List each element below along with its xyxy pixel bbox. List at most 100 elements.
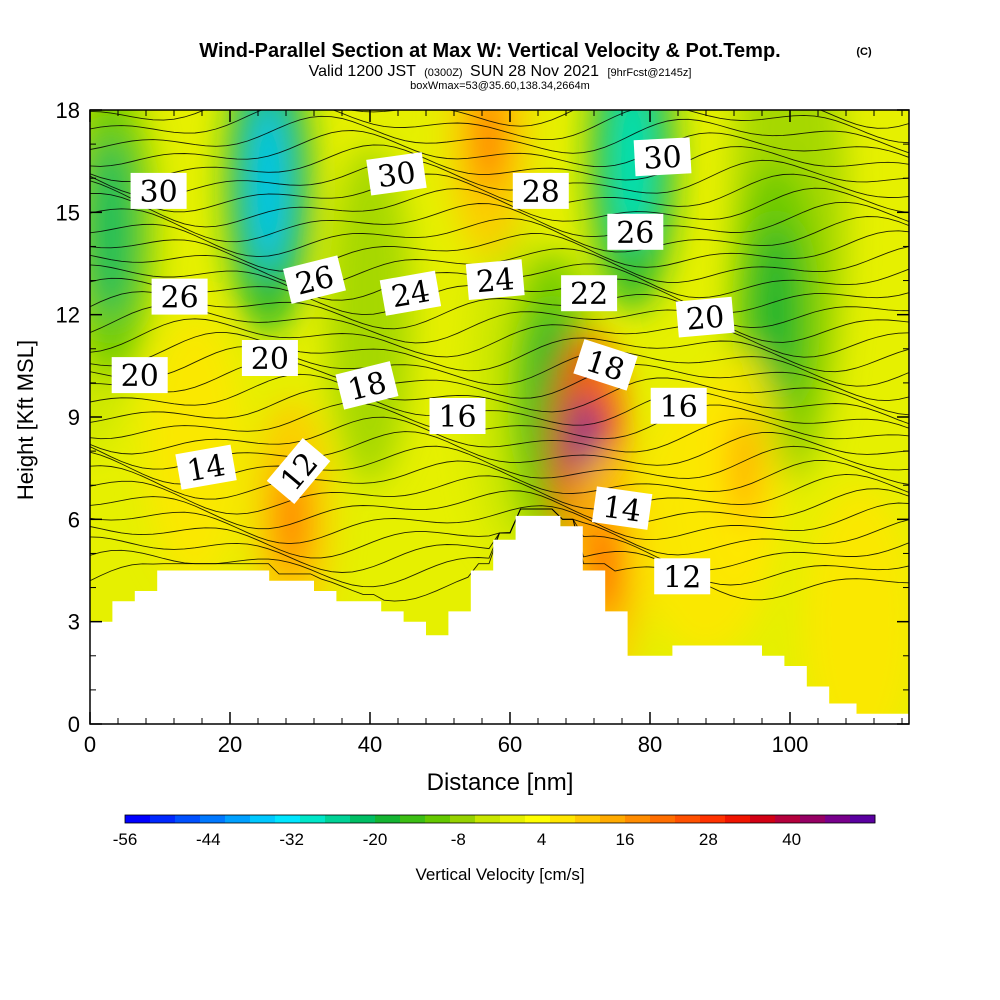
- y-tick-label: 15: [56, 200, 80, 225]
- colorbar-label: Vertical Velocity [cm/s]: [415, 865, 584, 884]
- x-axis: 0 20 40 60 80 100: [84, 110, 903, 757]
- isentrope-line: [90, 291, 909, 330]
- utc-time: (0300Z): [424, 67, 463, 79]
- colorbar-swatch: [575, 815, 601, 823]
- contour-label-text: 12: [663, 560, 701, 595]
- contour-label: 26: [151, 278, 208, 316]
- isentrope-line: [90, 459, 909, 500]
- colorbar-swatch: [425, 815, 451, 823]
- contour-label-box: [654, 558, 711, 595]
- contour-label-box: [282, 255, 346, 304]
- contour-label: 26: [282, 255, 346, 304]
- contour-label-box: [335, 361, 399, 410]
- colorbar-swatch: [675, 815, 701, 823]
- contour-label-text: 24: [389, 274, 433, 315]
- y-tick-label: 3: [68, 610, 80, 635]
- colorbar-ticks: -56 -44 -32 -20 -8 4 16 28 40: [113, 830, 801, 849]
- x-tick-label: 40: [358, 732, 382, 757]
- colorbar-swatch: [700, 815, 726, 823]
- isentrope-line: [90, 201, 909, 243]
- colorbar-swatch: [275, 815, 301, 823]
- contour-label-box: [241, 340, 298, 376]
- field-blobs: [90, 110, 909, 724]
- contour-label-text: 30: [140, 175, 178, 210]
- contour-label: 14: [591, 486, 653, 530]
- chart-title: Wind-Parallel Section at Max W: Vertical…: [199, 40, 780, 62]
- colorbar-tick-label: -56: [113, 830, 138, 849]
- isentrope-line: [90, 110, 909, 129]
- colorbar-tick-label: -20: [363, 830, 388, 849]
- contour-label-text: 22: [570, 277, 608, 312]
- contour-label-box: [130, 172, 187, 209]
- colorbar-swatch: [400, 815, 426, 823]
- isentrope-line: [90, 144, 909, 182]
- isentrope-line: [90, 216, 909, 258]
- isentrope-line: [90, 187, 909, 228]
- contour-label-box: [650, 387, 707, 424]
- colorbar-swatch: [150, 815, 176, 823]
- contour-label-text: 16: [660, 390, 698, 425]
- x-tick-label: 60: [498, 732, 522, 757]
- colorbar-swatch: [525, 815, 551, 823]
- colorbar-swatch: [300, 815, 326, 823]
- y-tick-label: 6: [68, 507, 80, 532]
- contour-label-text: 20: [121, 359, 159, 394]
- contour-label-box: [633, 137, 692, 177]
- copyright-mark: (C): [856, 46, 872, 58]
- x-tick-label: 80: [638, 732, 662, 757]
- x-tick-label: 100: [772, 732, 809, 757]
- isentrope-line: [90, 332, 909, 373]
- contour-label-box: [675, 296, 735, 338]
- colorbar-swatch: [550, 815, 576, 823]
- isentrope-line: [90, 110, 909, 144]
- contour-label-box: [607, 213, 664, 250]
- contour-label: 16: [429, 398, 486, 435]
- contour-label-box: [175, 444, 237, 490]
- colorbar-swatch: [775, 815, 801, 823]
- contour-label-box: [465, 259, 525, 300]
- colorbar-swatch: [725, 815, 751, 823]
- colorbar-tick-label: 28: [699, 830, 718, 849]
- y-axis: 0 3 6 9 12 15 18: [56, 98, 909, 737]
- contour-label: 20: [111, 357, 168, 394]
- x-axis-label: Distance [nm]: [427, 769, 574, 796]
- contour-label: 20: [241, 340, 298, 377]
- colorbar-swatch: [500, 815, 526, 823]
- contour-label: 26: [607, 213, 664, 251]
- isentrope-line: [90, 388, 909, 426]
- contour-label-box: [561, 275, 618, 312]
- contour-label: 28: [512, 172, 569, 210]
- contour-label-box: [512, 172, 569, 209]
- isentrope-line: [90, 502, 909, 545]
- colorbar-tick-label: 4: [537, 830, 546, 849]
- contour-label-text: 14: [184, 448, 228, 489]
- y-tick-label: 12: [56, 303, 80, 328]
- contour-label-box: [573, 339, 638, 391]
- contour-label: 14: [175, 444, 237, 490]
- colorbar-swatch: [850, 815, 876, 823]
- contour-label-text: 26: [161, 281, 199, 316]
- colorbar-swatch: [475, 815, 501, 823]
- contour-label: 18: [335, 361, 399, 410]
- isentrope-line: [90, 173, 909, 213]
- colorbar-swatch: [825, 815, 851, 823]
- contour-label: 12: [654, 558, 711, 595]
- contour-label-text: 28: [522, 175, 560, 210]
- colorbar-swatch: [800, 815, 826, 823]
- colorbar-frame: [124, 814, 876, 824]
- field-blob: [804, 485, 909, 724]
- contour-label-box: [151, 278, 208, 315]
- colorbar-tick-label: -32: [279, 830, 304, 849]
- contour-label: 30: [633, 137, 692, 177]
- colorbar-swatch: [750, 815, 776, 823]
- contour-label-text: 26: [616, 216, 654, 251]
- contour-label-text: 20: [251, 342, 289, 377]
- isentrope-line: [90, 158, 909, 198]
- isentrope-line: [90, 473, 909, 515]
- valid-date: SUN 28 Nov 2021: [470, 63, 599, 80]
- contour-label-text: 30: [643, 140, 683, 177]
- isentrope-line: [90, 416, 909, 455]
- colorbar-tick-label: 40: [782, 830, 801, 849]
